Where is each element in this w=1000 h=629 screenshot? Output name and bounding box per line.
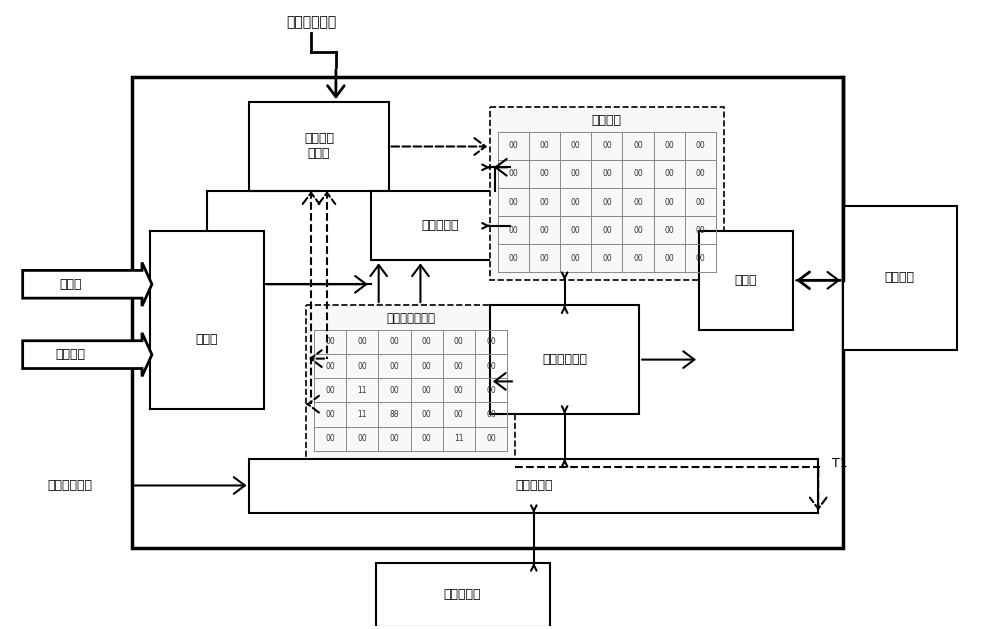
Text: 00: 00 — [509, 198, 518, 206]
Text: 00: 00 — [664, 253, 674, 263]
Text: 00: 00 — [695, 141, 705, 150]
Text: 00: 00 — [633, 141, 643, 150]
Text: 00: 00 — [540, 141, 550, 150]
Text: T1: T1 — [832, 457, 848, 470]
Text: 数据控制器: 数据控制器 — [422, 220, 459, 232]
Text: 00: 00 — [633, 198, 643, 206]
Text: 控制重置信号: 控制重置信号 — [47, 479, 92, 492]
Text: 00: 00 — [325, 386, 335, 395]
Text: 00: 00 — [422, 434, 431, 443]
Text: 帧缓冲器: 帧缓冲器 — [591, 114, 621, 127]
Text: 00: 00 — [486, 362, 496, 370]
Text: 00: 00 — [486, 386, 496, 395]
Text: 00: 00 — [357, 434, 367, 443]
Text: 11: 11 — [358, 386, 367, 395]
Text: 00: 00 — [390, 362, 399, 370]
Text: 00: 00 — [571, 198, 581, 206]
Text: 像素格式化器: 像素格式化器 — [542, 353, 587, 366]
Text: 代码寄存器: 代码寄存器 — [443, 588, 481, 601]
Text: 00: 00 — [695, 226, 705, 235]
Text: 00: 00 — [602, 141, 612, 150]
Text: 00: 00 — [695, 198, 705, 206]
Text: 00: 00 — [325, 434, 335, 443]
Bar — [490, 107, 724, 281]
Text: 00: 00 — [540, 198, 550, 206]
Text: 00: 00 — [540, 169, 550, 179]
Text: 传输器: 传输器 — [734, 274, 757, 287]
Bar — [249, 459, 818, 513]
Bar — [371, 191, 510, 260]
Bar — [699, 231, 793, 330]
Text: 00: 00 — [602, 253, 612, 263]
Text: 显示面板: 显示面板 — [885, 271, 915, 284]
Text: 00: 00 — [454, 386, 464, 395]
Text: 00: 00 — [325, 362, 335, 370]
Text: 00: 00 — [571, 169, 581, 179]
Bar — [150, 231, 264, 409]
Text: 00: 00 — [390, 337, 399, 347]
Text: 主通道: 主通道 — [59, 278, 82, 291]
Bar — [376, 563, 550, 627]
Text: 00: 00 — [357, 362, 367, 370]
Text: 00: 00 — [486, 410, 496, 419]
Text: 00: 00 — [602, 198, 612, 206]
Text: 00: 00 — [540, 226, 550, 235]
Polygon shape — [23, 333, 152, 376]
Text: 00: 00 — [390, 434, 399, 443]
Text: 00: 00 — [664, 226, 674, 235]
Text: 00: 00 — [422, 362, 431, 370]
Text: 00: 00 — [571, 141, 581, 150]
Text: 00: 00 — [571, 253, 581, 263]
Text: 11: 11 — [358, 410, 367, 419]
Text: 00: 00 — [454, 337, 464, 347]
Text: 00: 00 — [602, 169, 612, 179]
Bar — [490, 305, 639, 414]
Text: 00: 00 — [633, 253, 643, 263]
Text: 00: 00 — [454, 362, 464, 370]
Text: 电源重启信号: 电源重启信号 — [286, 16, 336, 30]
Text: 00: 00 — [422, 386, 431, 395]
Text: 电源重启
控制器: 电源重启 控制器 — [304, 133, 334, 160]
Text: 00: 00 — [664, 141, 674, 150]
Text: 00: 00 — [509, 253, 518, 263]
Text: 00: 00 — [422, 337, 431, 347]
Polygon shape — [23, 262, 152, 306]
Text: 00: 00 — [540, 253, 550, 263]
Bar — [306, 305, 515, 459]
Text: 00: 00 — [571, 226, 581, 235]
Text: 接收器: 接收器 — [195, 333, 218, 347]
Text: 00: 00 — [325, 410, 335, 419]
Text: 00: 00 — [633, 169, 643, 179]
Text: 00: 00 — [325, 337, 335, 347]
Text: 00: 00 — [357, 337, 367, 347]
Text: 00: 00 — [664, 169, 674, 179]
Bar — [249, 102, 389, 191]
Text: 辅助通道: 辅助通道 — [55, 348, 85, 361]
Text: 00: 00 — [509, 226, 518, 235]
Text: 00: 00 — [390, 386, 399, 395]
Text: 00: 00 — [695, 253, 705, 263]
Text: 00: 00 — [695, 169, 705, 179]
Text: 11: 11 — [454, 434, 463, 443]
Text: 88: 88 — [390, 410, 399, 419]
Text: 00: 00 — [509, 169, 518, 179]
Bar — [843, 206, 957, 350]
Text: 辅助控制器: 辅助控制器 — [515, 479, 553, 492]
Text: 00: 00 — [602, 226, 612, 235]
Text: 00: 00 — [509, 141, 518, 150]
Text: 配置数据寄存器: 配置数据寄存器 — [386, 313, 435, 325]
Text: 00: 00 — [664, 198, 674, 206]
Text: 00: 00 — [633, 226, 643, 235]
Bar — [132, 77, 843, 548]
Text: 00: 00 — [422, 410, 431, 419]
Text: 00: 00 — [454, 410, 464, 419]
Text: 00: 00 — [486, 337, 496, 347]
Text: 00: 00 — [486, 434, 496, 443]
